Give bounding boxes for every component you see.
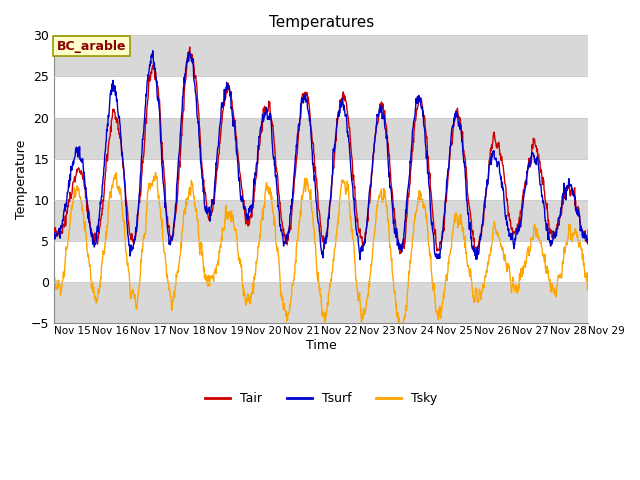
Tair	[166, 232, 173, 238]
Tair	[390, 206, 398, 212]
Tsurf	[584, 241, 592, 247]
Tair	[229, 108, 237, 114]
Line: Tair: Tair	[54, 47, 588, 256]
Tsurf	[529, 150, 537, 156]
Y-axis label: Temperature: Temperature	[15, 140, 28, 219]
Tsky	[448, 235, 456, 241]
Tair	[447, 142, 455, 148]
Tsurf	[166, 242, 174, 248]
Line: Tsky: Tsky	[54, 172, 588, 328]
Tsurf	[391, 230, 399, 236]
Tsky	[529, 237, 537, 242]
Tair	[186, 44, 193, 50]
Tsurf	[448, 126, 456, 132]
Bar	[54, 241, 588, 282]
Bar	[54, 36, 588, 76]
X-axis label: Time: Time	[306, 339, 337, 352]
Tsurf	[229, 123, 237, 129]
Line: Tsurf: Tsurf	[54, 51, 588, 260]
Bar	[54, 159, 588, 200]
Text: BC_arable: BC_arable	[57, 40, 126, 53]
Bar	[54, 282, 588, 324]
Tsky	[364, 295, 371, 300]
Tair	[51, 228, 58, 234]
Title: Temperatures: Temperatures	[269, 15, 374, 30]
Bar	[54, 200, 588, 241]
Tsky	[390, 290, 398, 296]
Tsurf	[364, 207, 372, 213]
Bar	[54, 76, 588, 118]
Tair	[472, 253, 479, 259]
Tsurf	[356, 257, 364, 263]
Tsky	[397, 325, 404, 331]
Legend: Tair, Tsurf, Tsky: Tair, Tsurf, Tsky	[200, 387, 443, 410]
Tair	[584, 227, 592, 233]
Tsky	[166, 293, 174, 299]
Tsurf	[149, 48, 157, 54]
Tair	[529, 145, 537, 151]
Tsky	[584, 285, 592, 291]
Tsky	[152, 169, 159, 175]
Tsky	[51, 274, 58, 279]
Bar	[54, 118, 588, 159]
Tsky	[229, 213, 237, 218]
Tair	[364, 214, 371, 220]
Tsurf	[51, 230, 58, 236]
